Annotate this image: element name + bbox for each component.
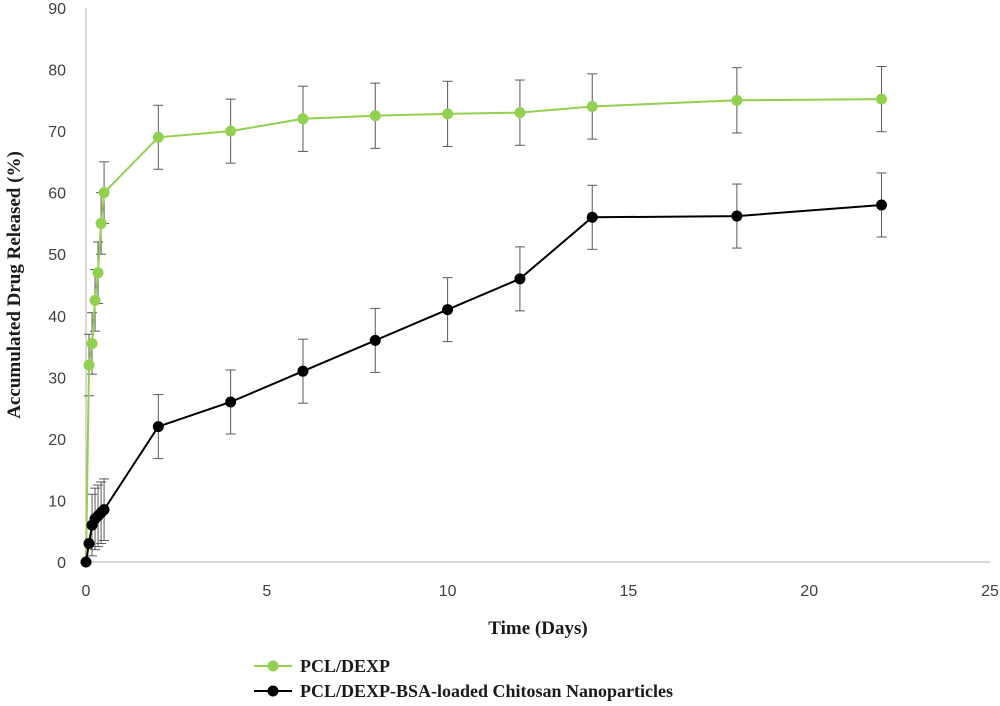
y-tick-label: 70 (48, 124, 66, 141)
y-tick-label: 30 (48, 370, 66, 387)
data-point (92, 267, 104, 279)
legend-swatch-marker (267, 660, 279, 672)
y-tick-label: 10 (48, 493, 66, 510)
data-point (876, 93, 888, 105)
data-point (152, 131, 164, 143)
data-point (89, 294, 101, 306)
y-tick-label: 20 (48, 432, 66, 449)
tick-labels: 0 10 20 30 40 50 60 70 80 90 0 5 10 15 20 25 (48, 1, 999, 600)
data-point (98, 187, 110, 199)
y-axis-title: Accumulated Drug Released (%) (4, 151, 25, 419)
data-point (80, 556, 92, 568)
x-tick-label: 15 (620, 583, 638, 600)
legend: PCL/DEXP PCL/DEXP-BSA-loaded Chitosan Na… (254, 656, 673, 701)
data-point (297, 365, 309, 377)
series-line (85, 204, 882, 563)
data-point (514, 107, 526, 119)
data-point (514, 273, 526, 285)
x-tick-label: 20 (800, 583, 818, 600)
y-tick-label: 90 (48, 1, 66, 18)
y-tick-label: 50 (48, 247, 66, 264)
data-point (225, 396, 237, 408)
y-tick-label: 60 (48, 186, 66, 203)
data-point (586, 211, 598, 223)
legend-item-pcl-dexp: PCL/DEXP (254, 656, 390, 676)
data-point (83, 359, 95, 371)
data-point (731, 210, 743, 222)
legend-item-nanoparticles: PCL/DEXP-BSA-loaded Chitosan Nanoparticl… (254, 681, 673, 701)
series (80, 93, 888, 568)
data-point (152, 421, 164, 433)
data-point (95, 217, 107, 229)
data-point (731, 94, 743, 106)
data-point (369, 334, 381, 346)
y-tick-label: 0 (57, 555, 66, 572)
x-tick-label: 10 (439, 583, 457, 600)
x-tick-label: 25 (981, 583, 999, 600)
series-line (85, 98, 882, 563)
y-tick-label: 80 (48, 63, 66, 80)
error-bars (84, 65, 887, 557)
data-point (86, 337, 98, 349)
data-point (586, 100, 598, 112)
axes (85, 8, 990, 563)
data-point (98, 504, 110, 516)
legend-label: PCL/DEXP (300, 656, 390, 676)
y-tick-label: 40 (48, 309, 66, 326)
legend-label: PCL/DEXP-BSA-loaded Chitosan Nanoparticl… (300, 681, 673, 701)
data-point (369, 110, 381, 122)
data-point (83, 538, 95, 550)
data-point (442, 304, 454, 316)
data-point (225, 125, 237, 137)
data-point (876, 199, 888, 211)
x-tick-label: 0 (82, 583, 91, 600)
legend-swatch-marker (267, 685, 279, 697)
series-nanoparticles (80, 199, 888, 568)
data-point (297, 113, 309, 125)
data-point (442, 108, 454, 120)
x-axis-title: Time (Days) (488, 618, 587, 639)
x-tick-label: 5 (262, 583, 271, 600)
series-pcl-dexp (80, 93, 888, 568)
